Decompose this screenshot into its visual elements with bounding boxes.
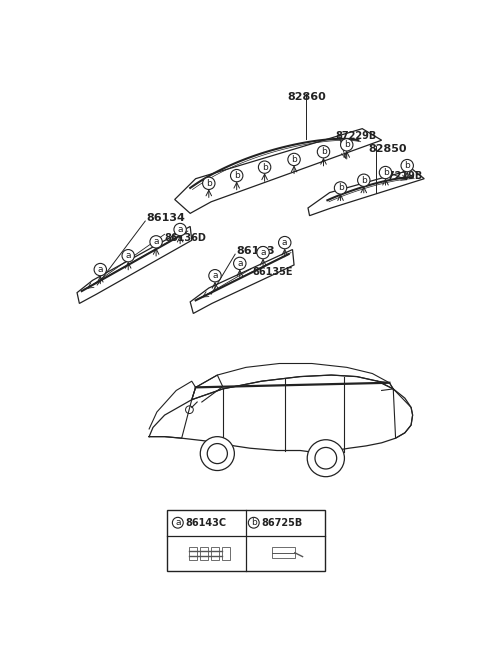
Circle shape — [230, 170, 243, 182]
Text: a: a — [260, 248, 266, 257]
Circle shape — [174, 223, 186, 236]
Text: b: b — [404, 161, 410, 170]
Text: a: a — [153, 237, 159, 246]
Text: 82860: 82860 — [287, 92, 326, 102]
Polygon shape — [175, 128, 382, 214]
Circle shape — [234, 257, 246, 270]
Circle shape — [150, 236, 162, 248]
Circle shape — [172, 517, 183, 528]
Circle shape — [203, 177, 215, 189]
Text: 86136D: 86136D — [165, 233, 206, 242]
Circle shape — [258, 161, 271, 174]
Text: b: b — [234, 171, 240, 180]
Text: 87229B: 87229B — [335, 131, 376, 141]
Text: b: b — [291, 155, 297, 164]
Text: b: b — [361, 176, 367, 185]
Polygon shape — [308, 170, 424, 215]
Polygon shape — [77, 227, 192, 303]
Circle shape — [288, 153, 300, 166]
Text: 86143C: 86143C — [186, 517, 227, 528]
Text: 86134: 86134 — [147, 214, 186, 223]
Circle shape — [200, 437, 234, 470]
Circle shape — [379, 166, 392, 179]
Text: a: a — [178, 225, 183, 234]
Circle shape — [257, 246, 269, 259]
Circle shape — [94, 263, 107, 276]
Text: b: b — [251, 518, 257, 527]
Text: 82850: 82850 — [369, 144, 407, 154]
Text: a: a — [282, 238, 288, 247]
Text: b: b — [262, 162, 267, 172]
Circle shape — [122, 250, 134, 262]
Text: a: a — [237, 259, 242, 268]
Circle shape — [358, 174, 370, 187]
Text: 86133: 86133 — [237, 246, 276, 257]
Text: 86725B: 86725B — [262, 517, 303, 528]
Text: a: a — [125, 252, 131, 260]
Circle shape — [307, 440, 345, 477]
Circle shape — [209, 270, 221, 282]
Text: b: b — [206, 179, 212, 188]
Text: b: b — [321, 147, 326, 157]
Circle shape — [278, 236, 291, 249]
Text: a: a — [175, 518, 180, 527]
Text: b: b — [383, 168, 388, 177]
Circle shape — [401, 159, 413, 172]
Text: b: b — [337, 183, 343, 193]
Text: a: a — [97, 265, 103, 274]
Circle shape — [335, 182, 347, 194]
Text: b: b — [344, 140, 349, 149]
Text: 87219B: 87219B — [382, 171, 423, 181]
Circle shape — [248, 517, 259, 528]
Circle shape — [340, 139, 353, 151]
Polygon shape — [190, 250, 294, 314]
Text: 86135E: 86135E — [252, 267, 293, 277]
Circle shape — [317, 145, 330, 158]
Text: a: a — [212, 271, 218, 280]
